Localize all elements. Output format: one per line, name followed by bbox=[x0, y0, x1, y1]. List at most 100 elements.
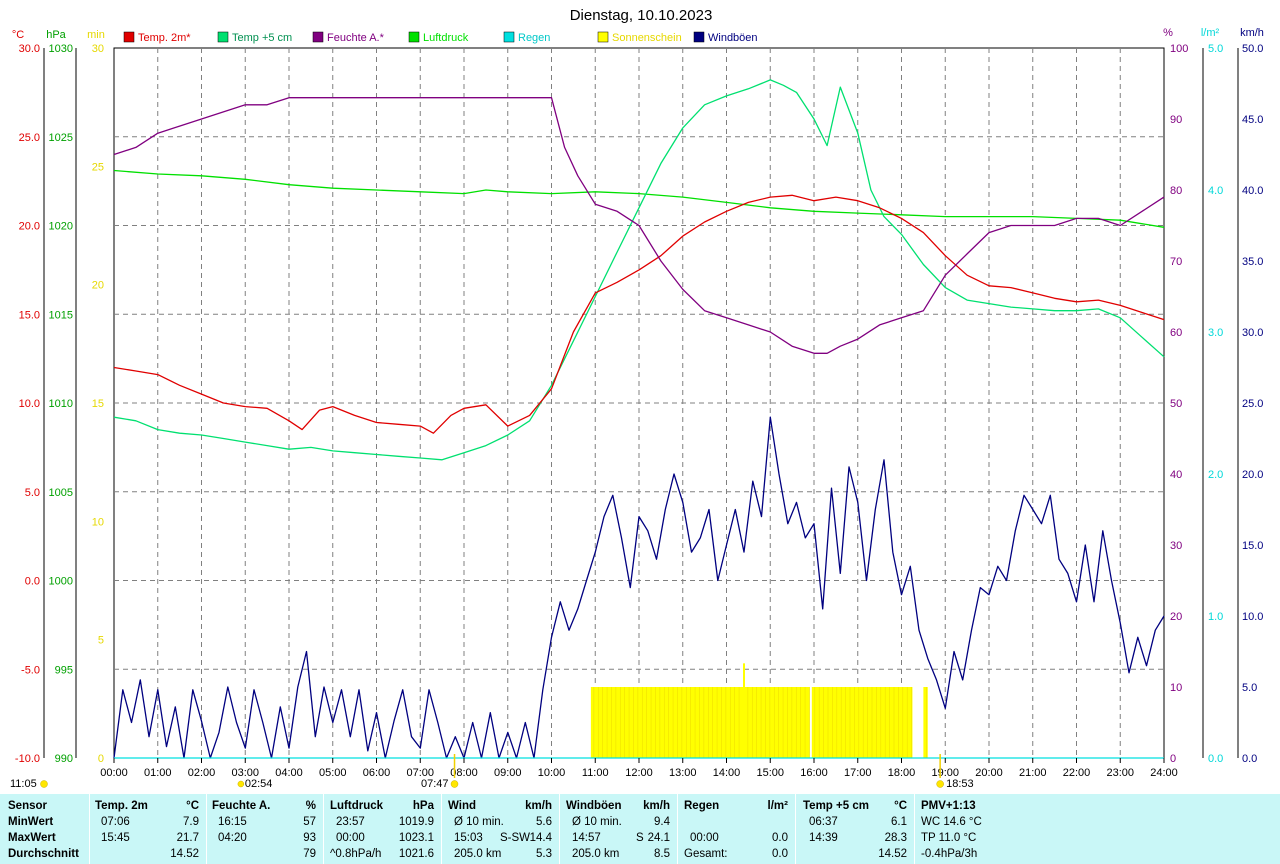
legend-swatch bbox=[597, 31, 609, 43]
sun-marker-label: 07:47 bbox=[421, 778, 449, 790]
gust-avg10-value: 9.4 bbox=[654, 816, 670, 828]
gust-avg-value: 8.5 bbox=[654, 848, 670, 860]
legend-swatch bbox=[408, 31, 420, 43]
rain-tick-label: 0.0 bbox=[1208, 753, 1223, 765]
separator bbox=[914, 794, 915, 864]
rain-total-label: Gesamt: bbox=[684, 848, 728, 860]
separator bbox=[323, 794, 324, 864]
chart-title: Dienstag, 10.10.2023 bbox=[570, 7, 713, 24]
x-tick-label: 11:00 bbox=[582, 767, 609, 779]
x-tick-label: 09:00 bbox=[494, 767, 522, 779]
grid bbox=[113, 47, 1165, 759]
header-pressure-unit: hPa bbox=[412, 800, 434, 812]
label-avg: Durchschnitt bbox=[8, 848, 79, 860]
sunshine-axis-unit: min bbox=[87, 29, 105, 41]
temp-tick-label: 25.0 bbox=[19, 132, 40, 144]
x-axis: 00:00 01:00 02:00 03:00 04:00 05:00 06:00 07:00… bbox=[100, 758, 1178, 779]
rain-axis-unit: l/m² bbox=[1201, 27, 1220, 39]
legend: Temp. 2m* Temp +5 cm Feuchte A.* Luftdruck R… bbox=[123, 31, 758, 44]
sun-marker-dot bbox=[450, 780, 459, 788]
wind-distance: 205.0 km bbox=[454, 848, 502, 860]
x-tick-label: 14:00 bbox=[713, 767, 741, 779]
rain-tick-label: 3.0 bbox=[1208, 327, 1223, 339]
label-max: MaxWert bbox=[8, 832, 56, 844]
humidity-tick-label: 80 bbox=[1170, 185, 1182, 197]
separator bbox=[89, 794, 90, 864]
wind-tick-label: 15.0 bbox=[1242, 540, 1263, 552]
temp-tick-label: 0.0 bbox=[25, 576, 40, 588]
rain-max-value: 0.0 bbox=[772, 832, 788, 844]
temp-axis-unit: °C bbox=[12, 29, 24, 41]
pressure-tick-label: 1000 bbox=[49, 576, 73, 588]
sun-marker-dot bbox=[936, 780, 944, 788]
header-temp: Temp. 2m bbox=[95, 800, 148, 812]
x-tick-label: 18:00 bbox=[888, 767, 916, 779]
hum-max-time: 04:20 bbox=[218, 832, 247, 844]
weather-chart: Dienstag, 10.10.2023 °C hPa min 30.0 25.0 20.… bbox=[10, 7, 1264, 790]
rain-max-time: 00:00 bbox=[690, 832, 719, 844]
press-max-time: 00:00 bbox=[336, 832, 365, 844]
pressure-tick-label: 1005 bbox=[49, 487, 73, 499]
gust-max-direction: S bbox=[636, 832, 644, 844]
legend-label: Regen bbox=[518, 32, 550, 44]
legend-label: Sonnenschein bbox=[612, 32, 682, 44]
header-wind-unit: km/h bbox=[525, 800, 552, 812]
legend-label: Temp +5 cm bbox=[232, 32, 292, 44]
legend-swatch bbox=[693, 31, 705, 43]
sunshine-tick-label: 5 bbox=[98, 635, 104, 647]
legend-swatch bbox=[503, 31, 515, 43]
press-max-value: 1023.1 bbox=[398, 832, 434, 844]
right-axes: % l/m² km/h10090807060504030201005.04.03.0… bbox=[1163, 27, 1264, 765]
t5-min-value: 6.1 bbox=[891, 816, 907, 828]
header-rain-unit: l/m² bbox=[767, 800, 788, 812]
humidity-tick-label: 40 bbox=[1170, 469, 1182, 481]
legend-swatch bbox=[312, 31, 324, 43]
humidity-tick-label: 10 bbox=[1170, 682, 1182, 694]
moon-marker-dot bbox=[237, 780, 245, 788]
hum-min-value: 57 bbox=[303, 816, 316, 828]
sunshine-bar bbox=[590, 687, 810, 758]
x-tick-label: 16:00 bbox=[800, 767, 828, 779]
x-tick-label: 12:00 bbox=[625, 767, 653, 779]
legend-swatch bbox=[123, 31, 135, 43]
rain-tick-label: 2.0 bbox=[1208, 469, 1223, 481]
sunshine-tick-label: 0 bbox=[98, 753, 104, 765]
rain-tick-label: 4.0 bbox=[1208, 185, 1223, 197]
stats-wind-column: Wind km/h Ø 10 min. 5.6 15:03 S-SW 14.4 … bbox=[448, 796, 556, 862]
sunshine-tick-label: 30 bbox=[92, 43, 104, 55]
legend-label: Windböen bbox=[708, 32, 758, 44]
wind-max-value: 14.4 bbox=[529, 832, 552, 844]
x-tick-label: 08:00 bbox=[450, 767, 478, 779]
pressure-tick-label: 990 bbox=[55, 753, 73, 765]
wind-tick-label: 35.0 bbox=[1242, 256, 1263, 268]
x-tick-label: 07:00 bbox=[406, 767, 434, 779]
x-tick-label: 00:00 bbox=[100, 767, 128, 779]
pressure-axis-unit: hPa bbox=[46, 29, 66, 41]
header-sensor: Sensor bbox=[8, 800, 47, 812]
gust-max-value: 24.1 bbox=[647, 832, 670, 844]
wind-tick-label: 5.0 bbox=[1242, 682, 1257, 694]
press-trend: ^0.8hPa/h bbox=[330, 848, 382, 860]
legend-swatch bbox=[217, 31, 229, 43]
x-tick-label: 06:00 bbox=[363, 767, 391, 779]
rain-total-value: 0.0 bbox=[772, 848, 788, 860]
temp-tick-label: 15.0 bbox=[19, 309, 40, 321]
wind-tick-label: 50.0 bbox=[1242, 43, 1263, 55]
legend-label: Luftdruck bbox=[423, 32, 469, 44]
temp-tick-label: -10.0 bbox=[15, 753, 40, 765]
header-gust-unit: km/h bbox=[643, 800, 670, 812]
rain-tick-label: 5.0 bbox=[1208, 43, 1223, 55]
series-line-wind bbox=[113, 416, 1165, 759]
press-min-value: 1019.9 bbox=[398, 816, 434, 828]
header-humidity-unit: % bbox=[305, 800, 316, 812]
separator bbox=[441, 794, 442, 864]
humidity-tick-label: 50 bbox=[1170, 398, 1182, 410]
x-tick-label: 22:00 bbox=[1063, 767, 1091, 779]
stats-humidity-column: Feuchte A. % 16:15 57 04:20 93 79 bbox=[212, 796, 320, 862]
x-tick-label: 03:00 bbox=[231, 767, 259, 779]
pressure-tick-label: 1030 bbox=[49, 43, 73, 55]
humidity-tick-label: 90 bbox=[1170, 114, 1182, 126]
temp-avg-value: 14.52 bbox=[170, 848, 199, 860]
moonrise-label: 02:54 bbox=[245, 778, 273, 790]
press-avg-value: 1021.6 bbox=[398, 848, 434, 860]
